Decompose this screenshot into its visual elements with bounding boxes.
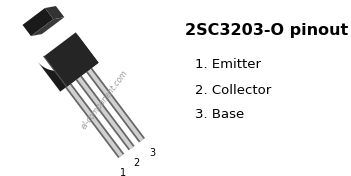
Text: 3. Base: 3. Base: [195, 108, 244, 121]
Text: 3: 3: [149, 148, 155, 158]
Polygon shape: [77, 77, 133, 149]
Text: 2. Collector: 2. Collector: [195, 83, 271, 96]
Polygon shape: [65, 83, 124, 158]
Text: 1. Emitter: 1. Emitter: [195, 58, 261, 71]
Polygon shape: [22, 8, 53, 36]
Text: 1: 1: [120, 168, 126, 176]
Polygon shape: [38, 32, 99, 92]
Text: 2SC3203-O pinout: 2SC3203-O pinout: [185, 23, 348, 37]
Polygon shape: [76, 76, 134, 150]
Polygon shape: [45, 6, 64, 19]
Polygon shape: [87, 69, 144, 142]
Polygon shape: [44, 32, 99, 87]
Polygon shape: [67, 84, 123, 157]
Text: el-component.com: el-component.com: [80, 69, 130, 131]
Text: 2: 2: [133, 158, 140, 168]
Polygon shape: [86, 68, 145, 143]
Polygon shape: [31, 17, 64, 36]
